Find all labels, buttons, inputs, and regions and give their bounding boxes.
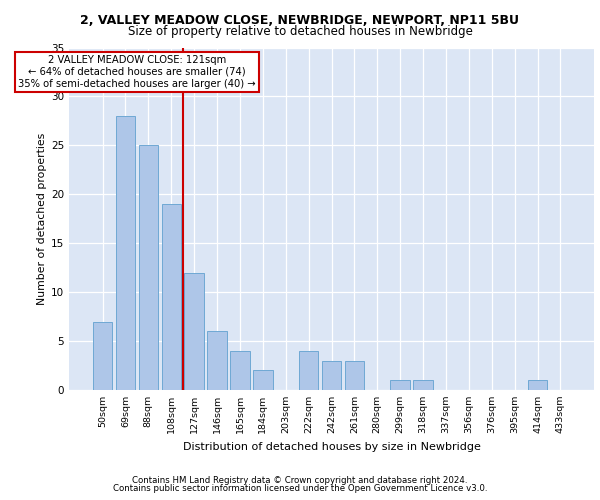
Bar — [253, 370, 272, 390]
Text: 2 VALLEY MEADOW CLOSE: 121sqm
← 64% of detached houses are smaller (74)
35% of s: 2 VALLEY MEADOW CLOSE: 121sqm ← 64% of d… — [18, 56, 256, 88]
Bar — [528, 380, 547, 390]
Bar — [299, 351, 319, 390]
Text: Size of property relative to detached houses in Newbridge: Size of property relative to detached ho… — [128, 25, 472, 38]
Y-axis label: Number of detached properties: Number of detached properties — [37, 132, 47, 305]
Bar — [322, 360, 341, 390]
Bar — [208, 332, 227, 390]
Bar — [184, 272, 204, 390]
Bar — [391, 380, 410, 390]
Bar — [230, 351, 250, 390]
Text: 2, VALLEY MEADOW CLOSE, NEWBRIDGE, NEWPORT, NP11 5BU: 2, VALLEY MEADOW CLOSE, NEWBRIDGE, NEWPO… — [80, 14, 520, 27]
Bar — [139, 146, 158, 390]
X-axis label: Distribution of detached houses by size in Newbridge: Distribution of detached houses by size … — [182, 442, 481, 452]
Bar — [161, 204, 181, 390]
Bar — [413, 380, 433, 390]
Bar — [344, 360, 364, 390]
Text: Contains HM Land Registry data © Crown copyright and database right 2024.: Contains HM Land Registry data © Crown c… — [132, 476, 468, 485]
Text: Contains public sector information licensed under the Open Government Licence v3: Contains public sector information licen… — [113, 484, 487, 493]
Bar — [116, 116, 135, 390]
Bar — [93, 322, 112, 390]
